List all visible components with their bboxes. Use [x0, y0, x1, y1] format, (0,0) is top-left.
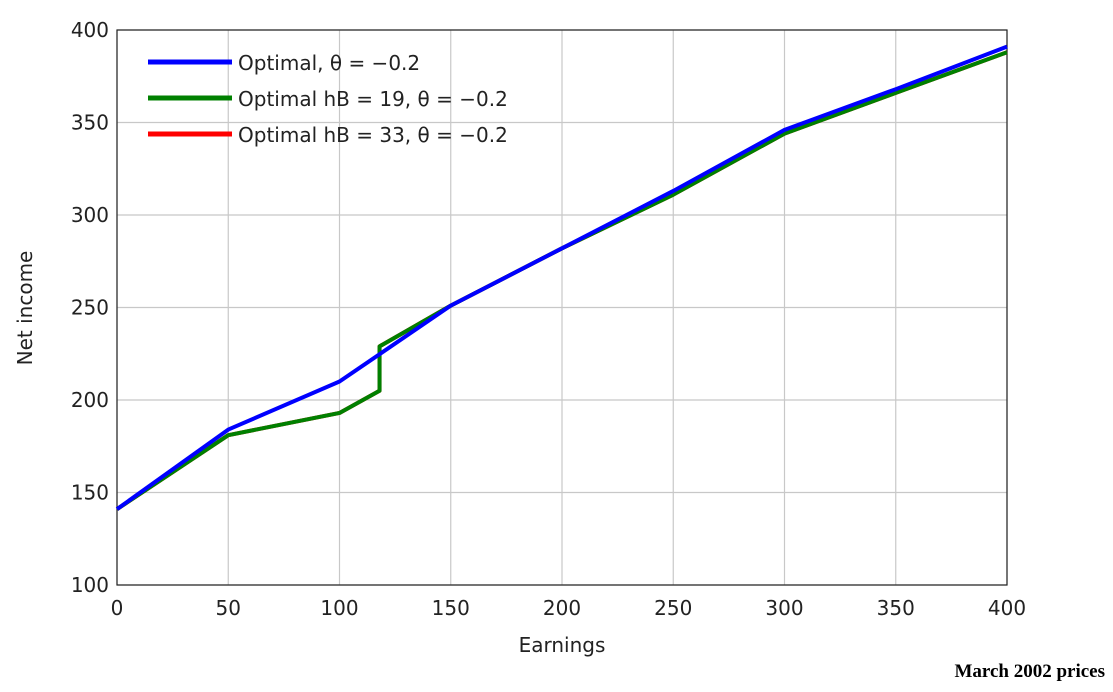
line: [115, 44, 1008, 511]
x-tick-label: 400: [988, 596, 1026, 620]
y-axis-label: Net income: [13, 251, 37, 366]
annotation: March 2002 prices: [954, 661, 1105, 682]
x-axis-label: Earnings: [519, 633, 606, 657]
y-tick-label: 300: [71, 203, 109, 227]
y-tick-label: 400: [71, 18, 109, 42]
legend-label: Optimal hB = 33, θ = −0.2: [238, 123, 508, 147]
x-tick-label: 0: [111, 596, 124, 620]
legend-label: Optimal, θ = −0.2: [238, 51, 420, 75]
x-tick-label: 150: [432, 596, 470, 620]
x-tick-label: 350: [877, 596, 915, 620]
y-tick-label: 350: [71, 111, 109, 135]
y-tick-label: 150: [71, 481, 109, 505]
legend-label: Optimal hB = 19, θ = −0.2: [238, 87, 508, 111]
x-tick-label: 100: [320, 596, 358, 620]
x-tick-label: 300: [765, 596, 803, 620]
x-tick-label: 200: [543, 596, 581, 620]
x-tick-label: 50: [216, 596, 241, 620]
plot-frame: [116, 29, 1008, 586]
y-tick-label: 100: [71, 573, 109, 597]
y-tick-label: 200: [71, 388, 109, 412]
x-tick-label: 250: [654, 596, 692, 620]
y-tick-label: 250: [71, 296, 109, 320]
